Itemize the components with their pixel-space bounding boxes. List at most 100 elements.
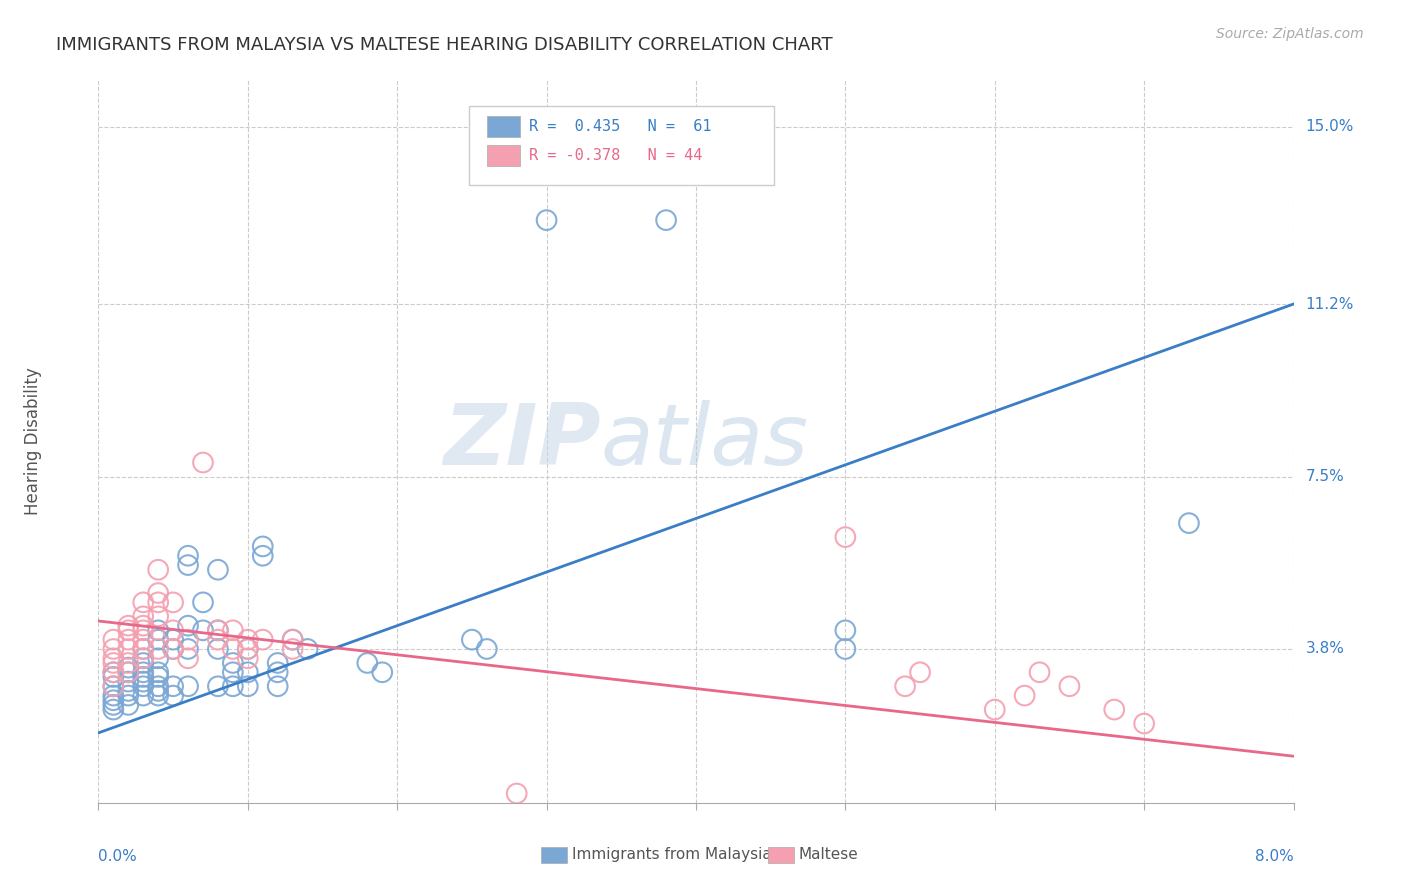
Point — [281, 642, 304, 657]
Point — [207, 624, 229, 638]
Point — [267, 656, 290, 670]
Point — [148, 651, 170, 665]
Point — [117, 674, 139, 689]
Point — [371, 665, 394, 680]
Point — [148, 609, 170, 624]
Point — [162, 642, 184, 657]
Point — [132, 595, 155, 609]
Point — [103, 693, 125, 707]
Point — [162, 689, 184, 703]
Point — [207, 632, 229, 647]
Text: 3.8%: 3.8% — [1306, 641, 1344, 657]
Point — [132, 670, 155, 684]
Point — [908, 665, 931, 680]
Point — [191, 456, 214, 470]
FancyBboxPatch shape — [768, 847, 794, 863]
Point — [236, 642, 259, 657]
Point — [834, 642, 856, 657]
Text: R = -0.378   N = 44: R = -0.378 N = 44 — [529, 148, 702, 163]
Point — [103, 656, 125, 670]
Point — [117, 698, 139, 712]
Point — [252, 540, 274, 554]
Point — [252, 549, 274, 563]
Point — [236, 642, 259, 657]
Point — [162, 679, 184, 693]
Point — [475, 642, 498, 657]
Text: 11.2%: 11.2% — [1306, 296, 1354, 311]
Point — [1014, 689, 1036, 703]
Point — [1133, 716, 1156, 731]
Point — [162, 624, 184, 638]
Point — [117, 656, 139, 670]
Point — [103, 698, 125, 712]
Point — [177, 679, 200, 693]
Point — [1178, 516, 1201, 530]
Point — [1059, 679, 1081, 693]
Point — [894, 679, 917, 693]
Point — [834, 530, 856, 544]
Point — [148, 679, 170, 693]
Text: Immigrants from Malaysia: Immigrants from Malaysia — [572, 847, 772, 863]
Point — [222, 624, 245, 638]
Point — [117, 660, 139, 674]
Point — [267, 679, 290, 693]
Point — [177, 618, 200, 632]
Point — [281, 632, 304, 647]
Point — [191, 595, 214, 609]
Point — [132, 632, 155, 647]
Point — [236, 665, 259, 680]
Point — [236, 679, 259, 693]
Point — [207, 642, 229, 657]
Point — [132, 665, 155, 680]
Point — [132, 609, 155, 624]
Point — [148, 670, 170, 684]
Point — [536, 213, 558, 227]
Point — [132, 642, 155, 657]
Point — [177, 651, 200, 665]
Point — [132, 674, 155, 689]
Point — [177, 549, 200, 563]
Text: atlas: atlas — [600, 400, 808, 483]
Text: 15.0%: 15.0% — [1306, 120, 1354, 135]
FancyBboxPatch shape — [541, 847, 567, 863]
Point — [1104, 702, 1126, 716]
Point — [148, 563, 170, 577]
Point — [148, 595, 170, 609]
FancyBboxPatch shape — [470, 105, 773, 185]
Point — [132, 642, 155, 657]
Point — [148, 624, 170, 638]
Point — [1028, 665, 1050, 680]
Text: IMMIGRANTS FROM MALAYSIA VS MALTESE HEARING DISABILITY CORRELATION CHART: IMMIGRANTS FROM MALAYSIA VS MALTESE HEAR… — [56, 36, 832, 54]
Point — [148, 665, 170, 680]
Point — [117, 642, 139, 657]
Point — [177, 642, 200, 657]
Point — [117, 618, 139, 632]
Point — [177, 632, 200, 647]
Point — [103, 665, 125, 680]
Point — [207, 624, 229, 638]
Point — [103, 642, 125, 657]
Point — [117, 689, 139, 703]
Point — [222, 679, 245, 693]
Point — [222, 665, 245, 680]
Point — [117, 684, 139, 698]
Point — [148, 684, 170, 698]
Point — [103, 679, 125, 693]
Point — [103, 679, 125, 693]
Text: Hearing Disability: Hearing Disability — [24, 368, 42, 516]
FancyBboxPatch shape — [486, 117, 520, 136]
Text: Maltese: Maltese — [799, 847, 859, 863]
Point — [103, 651, 125, 665]
Point — [132, 689, 155, 703]
Point — [132, 651, 155, 665]
Point — [267, 665, 290, 680]
Point — [103, 702, 125, 716]
Point — [222, 656, 245, 670]
Point — [252, 632, 274, 647]
Point — [506, 787, 529, 801]
Text: Source: ZipAtlas.com: Source: ZipAtlas.com — [1216, 27, 1364, 41]
Point — [834, 624, 856, 638]
Point — [207, 563, 229, 577]
Point — [117, 632, 139, 647]
Point — [236, 651, 259, 665]
